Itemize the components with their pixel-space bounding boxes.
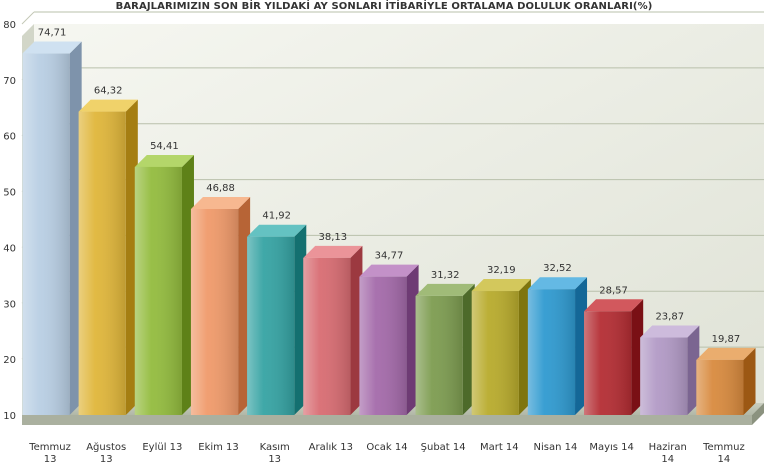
x-tick-label: 13 xyxy=(44,454,57,465)
data-label: 41,92 xyxy=(262,211,291,222)
bar-top xyxy=(584,299,644,312)
bar xyxy=(527,277,588,415)
data-label: 31,32 xyxy=(431,270,460,281)
bar-top xyxy=(359,264,419,277)
x-tick-label: Aralık 13 xyxy=(309,442,353,453)
chart-title: BARAJLARIMIZIN SON BİR YILDAKİ AY SONLAR… xyxy=(115,1,653,12)
floor-front xyxy=(22,415,752,425)
bars: 74,71 64,32 54,41 46,88 41,92 38,13 34,77 31,32… xyxy=(22,28,756,416)
bar-shine xyxy=(527,289,576,415)
data-label: 28,57 xyxy=(599,285,628,296)
bar xyxy=(134,154,194,416)
bar xyxy=(247,224,307,415)
floor-side xyxy=(752,403,764,425)
bar xyxy=(22,41,82,415)
x-tick-label: Mayıs 14 xyxy=(589,442,634,453)
x-tick-label: Şubat 14 xyxy=(421,442,466,453)
bar-top xyxy=(640,325,700,338)
bar-shine xyxy=(247,236,295,415)
data-label: 64,32 xyxy=(94,86,123,97)
bar xyxy=(78,99,138,416)
bar-top xyxy=(303,245,363,258)
bar-shine xyxy=(640,337,688,415)
y-tick-label: 30 xyxy=(3,299,16,310)
bar xyxy=(415,283,475,415)
x-tick-label: Eylül 13 xyxy=(142,442,182,453)
y-tick-label: 20 xyxy=(3,355,16,366)
y-tick-label: 60 xyxy=(3,132,16,143)
data-label: 32,52 xyxy=(543,263,572,274)
bar xyxy=(584,299,644,415)
x-tick-label: Haziran xyxy=(649,442,687,453)
x-tick-label: Ocak 14 xyxy=(366,442,407,453)
bar xyxy=(640,325,700,415)
x-tick-label: Nisan 14 xyxy=(534,442,578,453)
bar-shine xyxy=(415,295,463,415)
data-label: 34,77 xyxy=(375,251,404,262)
x-tick-label: 14 xyxy=(718,454,731,465)
x-tick-label: Temmuz xyxy=(702,442,745,453)
bar-shine xyxy=(696,359,744,415)
x-tick-label: 14 xyxy=(661,454,674,465)
bar-shine xyxy=(471,291,519,415)
bar-top xyxy=(22,41,82,54)
bar-shine xyxy=(78,111,126,416)
data-label: 32,19 xyxy=(487,265,516,276)
data-label: 23,87 xyxy=(655,312,684,323)
data-label: 54,41 xyxy=(150,141,179,152)
bar-side xyxy=(743,347,756,415)
bar-top xyxy=(527,277,588,290)
bar-top xyxy=(78,99,138,112)
x-tick-label: Mart 14 xyxy=(480,442,519,453)
bar-top xyxy=(696,347,756,360)
data-label: 38,13 xyxy=(319,232,348,243)
bar-shine xyxy=(134,166,182,415)
y-tick-label: 10 xyxy=(3,411,16,422)
y-tick-label: 80 xyxy=(3,20,16,31)
gridline-side xyxy=(21,11,35,25)
bar xyxy=(303,245,363,415)
x-tick-label: 13 xyxy=(268,454,281,465)
bar-top xyxy=(247,224,307,237)
bar-shine xyxy=(190,208,239,415)
bar xyxy=(190,196,251,415)
bar-top xyxy=(471,279,531,292)
y-axis: 10 20 30 40 50 60 70 80 xyxy=(3,20,16,422)
x-tick-label: 13 xyxy=(100,454,113,465)
bar-top xyxy=(415,283,475,296)
y-tick-label: 40 xyxy=(3,243,16,254)
data-label: 46,88 xyxy=(206,183,235,194)
x-tick-label: Ekim 13 xyxy=(198,442,239,453)
bar-shine xyxy=(22,53,70,415)
data-label: 19,87 xyxy=(712,334,741,345)
y-tick-label: 70 xyxy=(3,76,16,87)
bar-shine xyxy=(359,276,407,415)
bar xyxy=(359,264,419,415)
bar-shine xyxy=(303,257,351,415)
data-label: 74,71 xyxy=(38,28,67,39)
y-tick-label: 50 xyxy=(3,188,16,199)
x-tick-label: Kasım xyxy=(260,442,290,453)
bar-top xyxy=(190,196,251,209)
bar-top xyxy=(134,154,194,167)
bar-shine xyxy=(584,311,632,415)
bar xyxy=(696,347,756,415)
x-tick-label: Ağustos xyxy=(86,441,126,453)
bar xyxy=(471,279,531,415)
x-tick-label: Temmuz xyxy=(28,442,71,453)
